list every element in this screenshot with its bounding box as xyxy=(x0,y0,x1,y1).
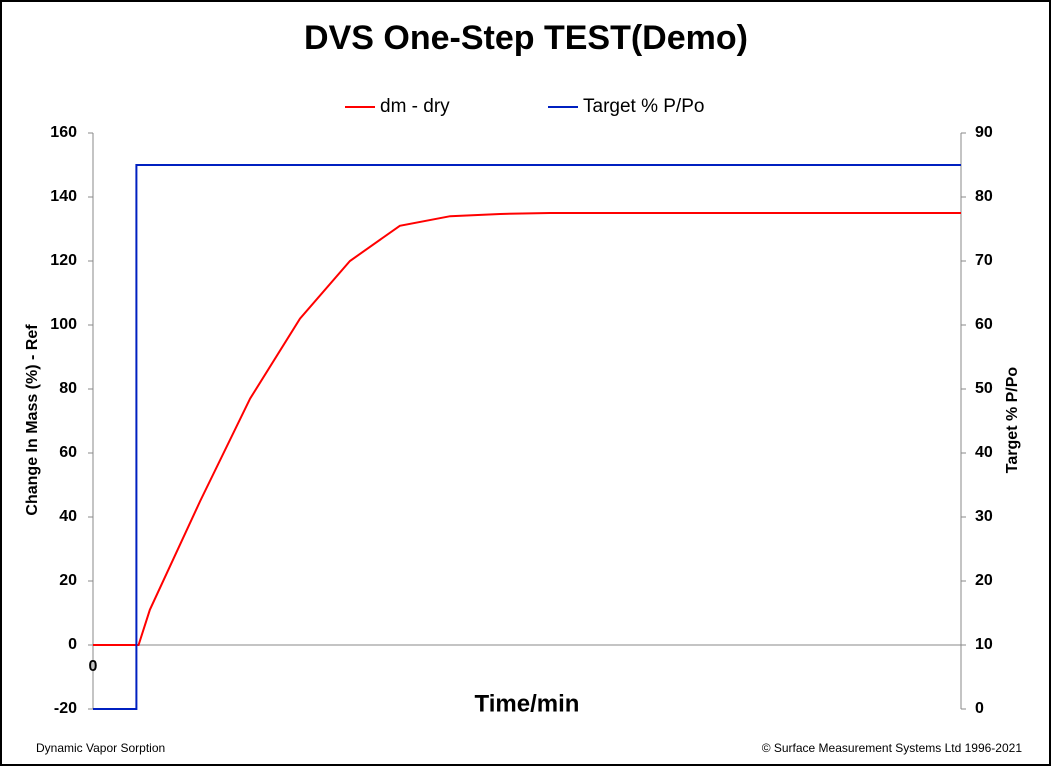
y2-tick-label: 20 xyxy=(975,572,993,589)
y-tick-label: 60 xyxy=(59,444,77,461)
y-tick-label: 80 xyxy=(59,380,77,397)
y2-tick-label: 90 xyxy=(975,124,993,141)
chart-title: DVS One-Step TEST(Demo) xyxy=(304,19,748,57)
y-tick-label: 140 xyxy=(50,188,77,205)
y-tick-label: 100 xyxy=(50,316,77,333)
legend-label: dm - dry xyxy=(380,96,450,117)
y2-tick-label: 10 xyxy=(975,636,993,653)
y-tick-label: 20 xyxy=(59,572,77,589)
series-line xyxy=(93,212,961,646)
y2-tick-label: 40 xyxy=(975,444,993,461)
y2-tick-label: 70 xyxy=(975,252,993,269)
y-tick-label: 40 xyxy=(59,508,77,525)
y-tick-label: 0 xyxy=(68,636,77,653)
y2-tick-label: 50 xyxy=(975,380,993,397)
legend-label: Target % P/Po xyxy=(583,96,704,117)
y2-tick-label: 80 xyxy=(975,188,993,205)
series-line xyxy=(93,164,961,710)
y2-tick-label: 30 xyxy=(975,508,993,525)
footer-right: © Surface Measurement Systems Ltd 1996-2… xyxy=(762,741,1023,755)
footer-left: Dynamic Vapor Sorption xyxy=(36,741,165,755)
y-axis-label: Change In Mass (%) - Ref xyxy=(24,324,41,516)
x-axis-label: Time/min xyxy=(475,690,580,717)
y2-tick-label: 0 xyxy=(975,700,984,717)
y-tick-label: 160 xyxy=(50,124,77,141)
y-tick-label: 120 xyxy=(50,252,77,269)
y2-axis-label: Target % P/Po xyxy=(1004,367,1021,474)
y2-tick-label: 60 xyxy=(975,316,993,333)
x-tick-label: 0 xyxy=(89,658,98,675)
y-tick-label: -20 xyxy=(54,700,77,717)
